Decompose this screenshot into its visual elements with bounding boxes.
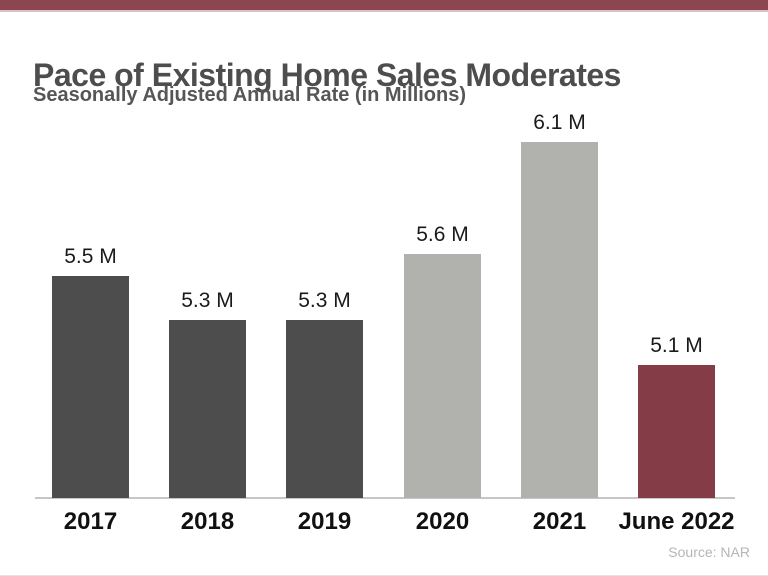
axis-baseline <box>35 497 735 499</box>
bar-value-label: 5.3 M <box>298 289 351 312</box>
bar-category-label: 2017 <box>63 508 118 535</box>
top-accent-bar <box>0 0 768 12</box>
bar-category-label: 2019 <box>297 508 352 535</box>
bar-value-label: 5.5 M <box>64 245 117 268</box>
bar-value-label: 6.1 M <box>533 111 586 134</box>
chart-bar <box>521 142 598 498</box>
bar-category-label: 2021 <box>532 508 587 535</box>
chart-bar <box>169 320 246 498</box>
bar-value-label: 5.1 M <box>650 334 703 357</box>
chart-bar <box>638 365 715 498</box>
bar-value-label: 5.3 M <box>181 289 234 312</box>
bar-category-label: 2018 <box>180 508 235 535</box>
source-note: Source: NAR <box>668 544 750 560</box>
page-subtitle: Seasonally Adjusted Annual Rate (in Mill… <box>33 84 467 106</box>
chart-bar <box>286 320 363 498</box>
chart-bar <box>52 276 129 498</box>
bar-category-label: June 2022 <box>618 508 735 535</box>
bar-value-label: 5.6 M <box>416 223 469 246</box>
bar-category-label: 2020 <box>415 508 470 535</box>
page-title: Pace of Existing Home Sales Moderates <box>33 57 621 94</box>
chart-bar <box>404 254 481 498</box>
